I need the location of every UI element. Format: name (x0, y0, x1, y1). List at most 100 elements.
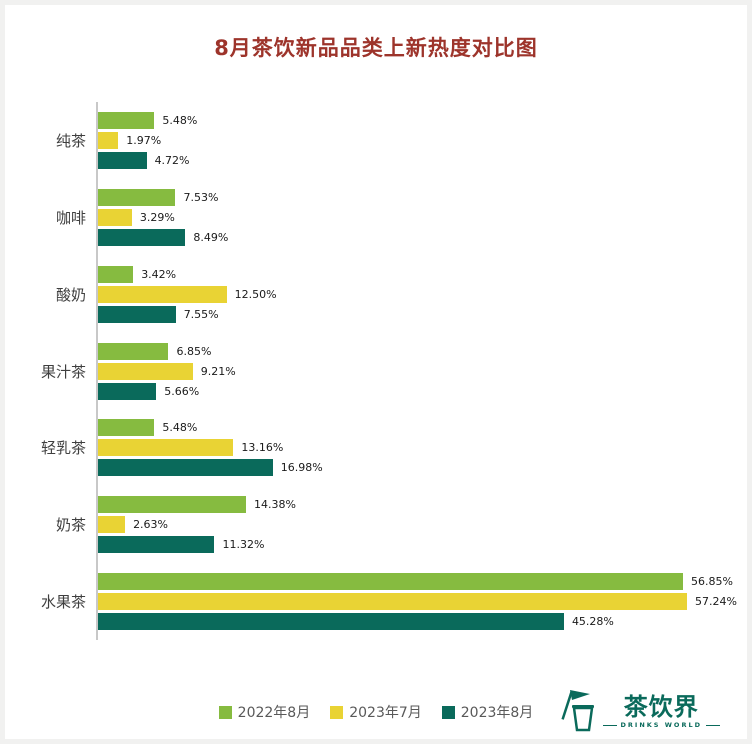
bar-line: 3.29% (98, 208, 736, 226)
bar-line: 57.24% (98, 593, 737, 611)
brand-subtitle: DRINKS WORLD (603, 722, 720, 729)
chart-row-3: 酸奶 3.42% 12.50% 7.55% (14, 255, 736, 333)
category-label: 酸奶 (55, 285, 86, 304)
brand-logo: 茶饮界 DRINKS WORLD (560, 688, 720, 736)
bar-group: 14.38% 2.63% 11.32% (96, 486, 736, 564)
category-label: 轻乳茶 (40, 439, 86, 458)
value-label: 14.38% (253, 498, 296, 512)
category-label: 纯茶 (55, 131, 86, 150)
value-label: 7.53% (183, 190, 219, 204)
bar-line: 45.28% (98, 613, 736, 631)
bar-line: 7.55% (98, 305, 736, 323)
legend-item-2023年7月: 2023年7月 (330, 702, 422, 722)
bar-2022年8月 (98, 573, 683, 591)
bar-2022年8月 (98, 188, 176, 206)
legend-swatch (330, 705, 344, 719)
value-label: 12.50% (234, 287, 277, 301)
chart-row-6: 奶茶 14.38% 2.63% 11.32% (14, 486, 736, 564)
bar-line: 9.21% (98, 362, 736, 380)
bar-line: 56.85% (98, 573, 736, 591)
bar-2023年8月 (98, 228, 186, 246)
value-label: 3.29% (139, 210, 175, 224)
chart-row-7: 水果茶 56.85% 57.24% 45.28% (14, 563, 737, 641)
bar-line: 5.48% (98, 419, 736, 437)
bar-group: 5.48% 1.97% 4.72% (96, 102, 736, 179)
value-label: 5.66% (164, 384, 200, 398)
value-label: 2.63% (133, 518, 169, 532)
value-label: 6.85% (176, 344, 212, 358)
legend-item-2023年8月: 2023年8月 (441, 702, 534, 722)
bar-2022年8月 (98, 496, 246, 514)
bar-2023年8月 (98, 305, 176, 323)
bar-2023年7月 (98, 439, 234, 457)
bar-group: 5.48% 13.16% 16.98% (96, 409, 736, 487)
bar-chart: 纯茶 5.48% 1.97% 4.72% 咖啡 7.53% 3.29% 8.49% 酸奶 3.42… (14, 102, 737, 641)
bar-2023年7月 (98, 131, 119, 149)
value-label: 1.97% (126, 133, 162, 147)
bar-line: 5.48% (98, 111, 736, 129)
bar-2023年8月 (98, 459, 273, 477)
bar-2023年8月 (98, 613, 564, 631)
bar-line: 6.85% (98, 342, 736, 360)
legend-label: 2023年8月 (460, 705, 534, 721)
bar-line: 7.53% (98, 188, 736, 206)
chart-row-1: 纯茶 5.48% 1.97% 4.72% (14, 102, 736, 179)
category-label: 奶茶 (55, 516, 86, 535)
category-label: 果汁茶 (40, 362, 86, 381)
bar-2022年8月 (98, 342, 169, 360)
value-label: 5.48% (162, 113, 198, 127)
chart-legend: 2022年8月 2023年7月 2023年8月 (0, 702, 752, 722)
bar-group: 6.85% 9.21% 5.66% (96, 332, 736, 410)
bar-line: 2.63% (98, 516, 736, 534)
bar-line: 5.66% (98, 382, 736, 400)
bar-2023年7月 (98, 362, 193, 380)
bar-2022年8月 (98, 419, 155, 437)
bar-2023年7月 (98, 516, 126, 534)
bar-line: 14.38% (98, 496, 736, 514)
bar-line: 4.72% (98, 151, 736, 169)
value-label: 45.28% (571, 615, 614, 629)
bar-2023年8月 (98, 382, 157, 400)
value-label: 57.24% (695, 595, 737, 609)
bar-line: 11.32% (98, 536, 736, 554)
bar-line: 1.97% (98, 131, 736, 149)
bar-line: 3.42% (98, 265, 736, 283)
category-label: 咖啡 (55, 208, 86, 227)
bar-group: 7.53% 3.29% 8.49% (96, 178, 736, 256)
bar-line: 12.50% (98, 285, 736, 303)
bar-2023年8月 (98, 536, 215, 554)
bar-2023年7月 (98, 285, 227, 303)
legend-item-2022年8月: 2022年8月 (218, 702, 311, 722)
legend-swatch (218, 705, 232, 719)
value-label: 9.21% (200, 364, 236, 378)
chart-row-4: 果汁茶 6.85% 9.21% 5.66% (14, 332, 736, 410)
value-label: 11.32% (222, 538, 265, 552)
value-label: 7.55% (183, 307, 219, 321)
legend-label: 2022年8月 (237, 705, 311, 721)
legend-swatch (441, 705, 455, 719)
value-label: 3.42% (141, 267, 177, 281)
chart-row-5: 轻乳茶 5.48% 13.16% 16.98% (14, 409, 736, 487)
value-label: 16.98% (280, 461, 323, 475)
brand-logo-text: 茶饮界 DRINKS WORLD (603, 695, 720, 729)
legend-label: 2023年7月 (349, 705, 422, 721)
chart-title: 8月茶饮新品品类上新热度对比图 (214, 36, 538, 60)
bar-line: 8.49% (98, 228, 736, 246)
brand-name: 茶饮界 (623, 693, 699, 722)
bar-group: 3.42% 12.50% 7.55% (96, 255, 736, 333)
bar-line: 16.98% (98, 459, 736, 477)
bar-group: 56.85% 57.24% 45.28% (96, 563, 737, 641)
brand-logo-icon (560, 688, 600, 736)
category-label: 水果茶 (40, 593, 86, 612)
value-label: 8.49% (193, 230, 229, 244)
value-label: 4.72% (154, 153, 190, 167)
bar-2023年7月 (98, 593, 688, 611)
bar-2023年7月 (98, 208, 132, 226)
bar-2023年8月 (98, 151, 147, 169)
value-label: 13.16% (241, 441, 284, 455)
value-label: 5.48% (162, 421, 198, 435)
bar-2022年8月 (98, 111, 155, 129)
value-label: 56.85% (691, 575, 733, 589)
chart-row-2: 咖啡 7.53% 3.29% 8.49% (14, 178, 736, 256)
bar-line: 13.16% (98, 439, 736, 457)
